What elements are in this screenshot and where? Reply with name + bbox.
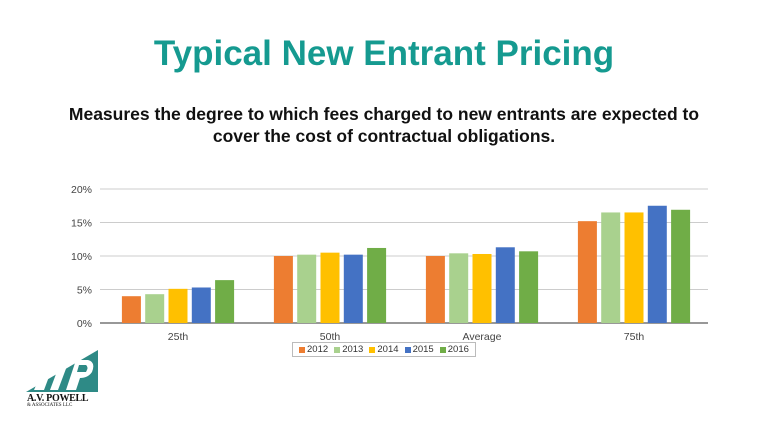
slide-subtitle: Measures the degree to which fees charge… bbox=[68, 104, 700, 146]
bar-Average-2015 bbox=[495, 247, 515, 323]
y-tick-label: 15% bbox=[71, 218, 92, 230]
y-tick-label: 0% bbox=[77, 318, 92, 330]
y-tick-label: 10% bbox=[71, 251, 92, 263]
legend-label: 2015 bbox=[412, 344, 434, 355]
legend-label: 2012 bbox=[307, 344, 329, 355]
bar-75th-2016 bbox=[671, 209, 691, 323]
bar-Average-2013 bbox=[449, 253, 469, 323]
legend-swatch bbox=[369, 346, 376, 353]
x-tick-label: 25th bbox=[168, 331, 189, 343]
bar-75th-2012 bbox=[577, 221, 597, 323]
x-tick-label: 75th bbox=[624, 331, 645, 343]
chart-legend: 2012 2013 2014 2015 2016 bbox=[292, 342, 476, 357]
legend-swatch bbox=[334, 346, 341, 353]
legend-item: 2016 bbox=[439, 344, 469, 355]
logo-subtext: & ASSOCIATES LLC bbox=[27, 403, 73, 408]
legend-swatch bbox=[439, 346, 446, 353]
legend-item: 2013 bbox=[334, 344, 363, 355]
y-tick-label: 5% bbox=[77, 285, 92, 297]
bar-25th-2012 bbox=[121, 296, 141, 323]
bar-25th-2015 bbox=[191, 287, 211, 323]
legend-swatch bbox=[404, 346, 411, 353]
bar-50th-2013 bbox=[297, 254, 317, 323]
slide-title: Typical New Entrant Pricing bbox=[153, 34, 615, 73]
bar-50th-2016 bbox=[367, 247, 387, 323]
bar-25th-2014 bbox=[168, 288, 188, 323]
legend-label: 2013 bbox=[342, 344, 364, 355]
logo-text: A.V. POWELL bbox=[27, 393, 89, 404]
bar-75th-2015 bbox=[647, 205, 667, 323]
bar-Average-2016 bbox=[519, 251, 539, 323]
legend-item: 2014 bbox=[369, 344, 399, 355]
bar-50th-2015 bbox=[343, 254, 363, 323]
legend-item: 2015 bbox=[404, 344, 434, 355]
bar-25th-2013 bbox=[145, 294, 165, 323]
bar-75th-2014 bbox=[624, 212, 644, 323]
bar-50th-2014 bbox=[320, 252, 340, 323]
bar-50th-2012 bbox=[273, 256, 293, 323]
bar-Average-2014 bbox=[472, 253, 492, 323]
bar-25th-2016 bbox=[215, 280, 235, 323]
legend-label: 2014 bbox=[377, 344, 399, 355]
bar-Average-2012 bbox=[425, 256, 445, 323]
legend-swatch bbox=[299, 346, 306, 353]
legend-label: 2016 bbox=[447, 344, 469, 355]
x-tick-label: Average bbox=[463, 331, 502, 343]
bar-75th-2013 bbox=[601, 212, 621, 323]
av-powell-logo bbox=[26, 350, 98, 392]
legend-item: 2012 bbox=[299, 344, 328, 355]
y-tick-label: 20% bbox=[71, 184, 92, 196]
x-tick-label: 50th bbox=[320, 331, 341, 343]
